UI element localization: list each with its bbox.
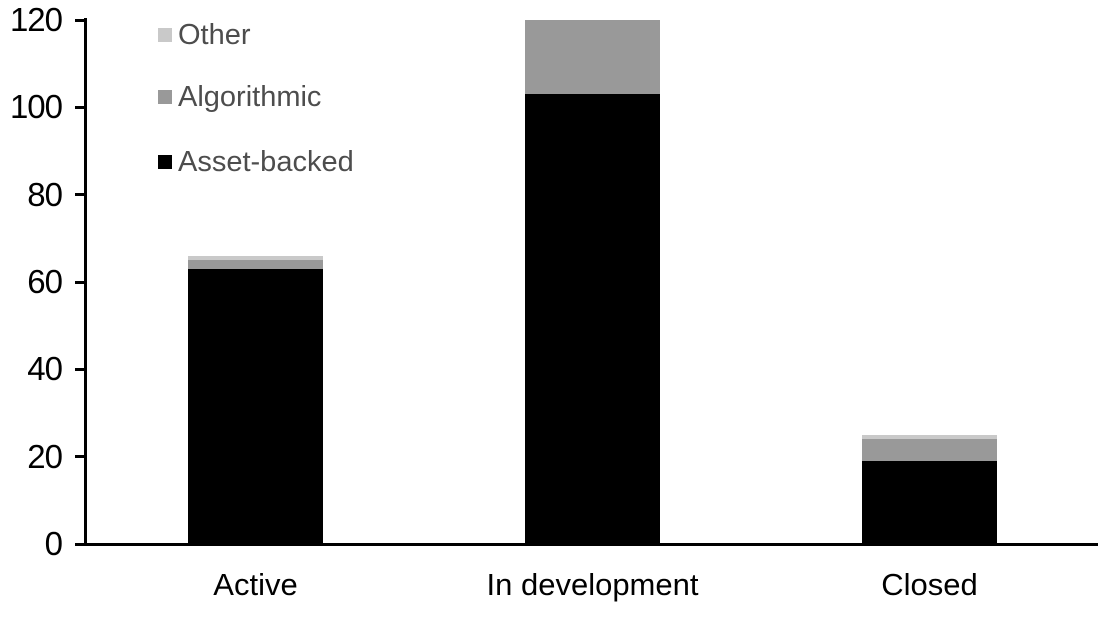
legend-item-other: Other [158, 20, 251, 50]
segment-active-asset-backed [188, 268, 323, 544]
y-tick-label-100: 100 [9, 88, 63, 126]
bar-closed [761, 20, 1098, 544]
y-tick-mark-80 [75, 193, 85, 197]
legend-item-asset-backed: Asset-backed [158, 147, 354, 177]
y-tick-label-80: 80 [27, 175, 63, 213]
y-tick-mark-100 [75, 105, 85, 109]
y-tick-label-20: 20 [27, 437, 63, 475]
legend: Other Algorithmic Asset-backed [158, 0, 458, 200]
segment-closed-algorithmic [862, 439, 997, 462]
y-tick-label-120: 120 [9, 1, 63, 38]
segment-closed-other [862, 434, 997, 440]
bar-stack-active [188, 255, 323, 544]
plot-area [87, 20, 1098, 544]
segment-active-other [188, 255, 323, 261]
legend-swatch-asset-backed-icon [158, 155, 172, 169]
y-tick-label-40: 40 [27, 350, 63, 388]
segment-closed-asset-backed [862, 461, 997, 544]
x-axis-labels: Active In development Closed [87, 567, 1098, 603]
legend-item-algorithmic: Algorithmic [158, 82, 321, 112]
legend-label-algorithmic: Algorithmic [178, 81, 322, 113]
y-tick-label-0: 0 [44, 525, 63, 562]
y-tick-mark-60 [75, 280, 85, 284]
y-axis-line [84, 18, 87, 546]
bar-stack-closed [862, 434, 997, 544]
legend-label-asset-backed: Asset-backed [178, 146, 354, 178]
y-tick-label-60: 60 [27, 263, 63, 300]
x-axis-line [75, 543, 1098, 546]
legend-swatch-algorithmic-icon [158, 90, 172, 104]
y-tick-mark-120 [75, 18, 85, 22]
segment-in-development-algorithmic [525, 20, 660, 95]
y-tick-mark-40 [75, 367, 85, 371]
y-tick-mark-20 [75, 455, 85, 459]
bar-in-development [424, 20, 761, 544]
legend-swatch-other-icon [158, 28, 172, 42]
bar-stack-in-development [525, 20, 660, 544]
x-label-in-development: In development [486, 567, 699, 602]
legend-label-other: Other [178, 19, 251, 51]
segment-active-algorithmic [188, 260, 323, 269]
segment-in-development-asset-backed [525, 94, 660, 544]
x-label-active: Active [213, 567, 298, 602]
x-label-closed: Closed [881, 567, 978, 602]
bar-active [87, 20, 424, 544]
